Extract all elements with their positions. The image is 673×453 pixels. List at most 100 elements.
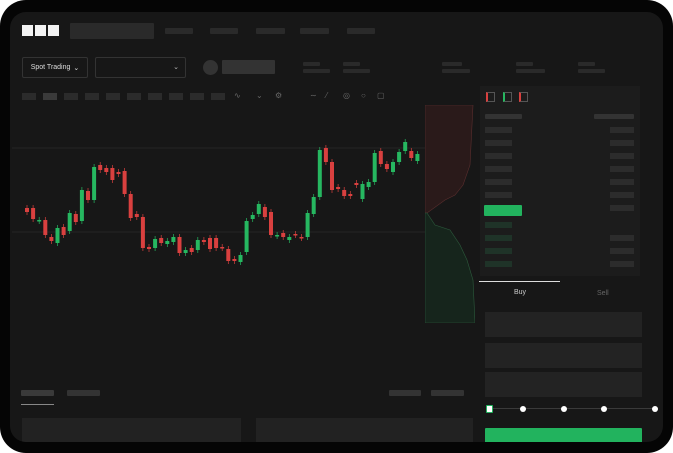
tab-sell[interactable]: Sell bbox=[597, 290, 609, 297]
slider-handle[interactable] bbox=[486, 405, 493, 413]
candle-body bbox=[269, 212, 273, 235]
timeframe-button[interactable] bbox=[148, 93, 162, 100]
candle-body bbox=[256, 204, 261, 214]
candle-body bbox=[159, 238, 164, 243]
price-input[interactable] bbox=[485, 312, 642, 337]
search-bar[interactable] bbox=[70, 23, 154, 39]
tab-order-history[interactable] bbox=[67, 390, 100, 396]
candle-body bbox=[171, 237, 176, 242]
candle-body bbox=[116, 172, 121, 174]
candle-body bbox=[31, 208, 36, 219]
candle-body bbox=[348, 194, 353, 196]
market-stat bbox=[516, 62, 533, 66]
candle-body bbox=[79, 190, 84, 221]
draw-icon[interactable]: ⁄ bbox=[326, 91, 328, 100]
market-stat bbox=[578, 62, 595, 66]
candle-body bbox=[214, 238, 219, 248]
timeframe-button[interactable] bbox=[169, 93, 183, 100]
candle-body bbox=[238, 255, 243, 262]
total-input[interactable] bbox=[485, 372, 642, 397]
candle-body bbox=[317, 150, 322, 197]
candle-body bbox=[262, 207, 267, 217]
ask-amount bbox=[610, 127, 634, 133]
buy-button[interactable] bbox=[485, 428, 642, 442]
last-price[interactable] bbox=[484, 205, 522, 216]
timeframe-button[interactable] bbox=[190, 93, 204, 100]
indicator-icon[interactable]: ∿ bbox=[234, 91, 241, 100]
zoom-icon[interactable]: ○ bbox=[361, 91, 366, 100]
bid-amount bbox=[610, 235, 634, 241]
candle-body bbox=[165, 241, 170, 244]
settings-icon[interactable]: ⚙ bbox=[275, 91, 283, 100]
timeframe-button[interactable] bbox=[43, 93, 57, 100]
slider-mark-75[interactable] bbox=[601, 406, 607, 412]
filter-button[interactable] bbox=[431, 390, 464, 396]
candle-body bbox=[134, 214, 139, 217]
candle-body bbox=[397, 152, 402, 162]
nav-item[interactable] bbox=[347, 28, 375, 34]
book-asks-icon[interactable] bbox=[519, 92, 528, 102]
market-stat bbox=[442, 69, 470, 73]
timeframe-button[interactable] bbox=[22, 93, 36, 100]
fullscreen-icon[interactable]: ▢ bbox=[377, 91, 385, 100]
candle-body bbox=[226, 249, 231, 261]
candle-body bbox=[92, 167, 97, 200]
nav-item[interactable] bbox=[165, 28, 193, 34]
measure-icon[interactable]: ◎ bbox=[343, 91, 350, 100]
slider-mark-25[interactable] bbox=[520, 406, 526, 412]
line-tool-icon[interactable]: ∼ bbox=[310, 91, 317, 100]
candle-body bbox=[220, 247, 225, 249]
bid-price bbox=[485, 261, 512, 267]
tab-buy[interactable]: Buy bbox=[514, 289, 527, 296]
slider-mark-50[interactable] bbox=[561, 406, 567, 412]
tab-open-orders[interactable] bbox=[21, 390, 54, 396]
candle-body bbox=[25, 208, 29, 212]
pair-name bbox=[222, 60, 275, 74]
depth-asks-area bbox=[425, 105, 474, 214]
candle-body bbox=[110, 168, 115, 180]
candle-body bbox=[311, 197, 316, 214]
depth-bids-area bbox=[425, 212, 475, 323]
candle-body bbox=[55, 228, 60, 243]
book-both-icon[interactable] bbox=[486, 92, 495, 102]
slider-mark-100[interactable] bbox=[652, 406, 658, 412]
candle-body bbox=[342, 190, 347, 196]
timeframe-button[interactable] bbox=[64, 93, 78, 100]
candle-body bbox=[354, 183, 359, 185]
candle-body bbox=[287, 237, 292, 240]
okx-logo[interactable] bbox=[22, 25, 59, 36]
timeframe-button[interactable] bbox=[85, 93, 99, 100]
bid-price bbox=[485, 248, 512, 254]
timeframe-button[interactable] bbox=[127, 93, 141, 100]
candle-body bbox=[195, 240, 200, 250]
slider-track[interactable] bbox=[490, 408, 658, 409]
candle-body bbox=[330, 162, 334, 190]
market-stat bbox=[516, 69, 545, 73]
timeframe-button[interactable] bbox=[211, 93, 225, 100]
candle-body bbox=[403, 142, 408, 151]
spot-trading-button[interactable]: Spot Trading ⌄ bbox=[22, 57, 88, 78]
candle-body bbox=[183, 250, 188, 253]
ask-price bbox=[485, 127, 512, 133]
nav-item[interactable] bbox=[300, 28, 329, 34]
candle-body bbox=[122, 171, 127, 194]
timeframe-button[interactable] bbox=[106, 93, 120, 100]
candle-body bbox=[293, 234, 298, 236]
candle-body bbox=[208, 238, 212, 249]
candle-body bbox=[409, 151, 414, 158]
amount-input[interactable] bbox=[485, 343, 642, 368]
nav-item[interactable] bbox=[210, 28, 238, 34]
candle-body bbox=[378, 151, 383, 164]
market-stat bbox=[343, 69, 370, 73]
pair-dropdown[interactable]: ⌄ bbox=[95, 57, 186, 78]
candle-body bbox=[98, 165, 103, 170]
candle-body bbox=[336, 187, 341, 189]
ask-amount bbox=[610, 140, 634, 146]
nav-item[interactable] bbox=[256, 28, 285, 34]
candlestick-chart[interactable] bbox=[12, 105, 427, 330]
book-bids-icon[interactable] bbox=[503, 92, 512, 102]
chart-type-icon[interactable]: ⌄ bbox=[256, 91, 263, 100]
amount bbox=[610, 205, 634, 211]
filter-button[interactable] bbox=[389, 390, 421, 396]
